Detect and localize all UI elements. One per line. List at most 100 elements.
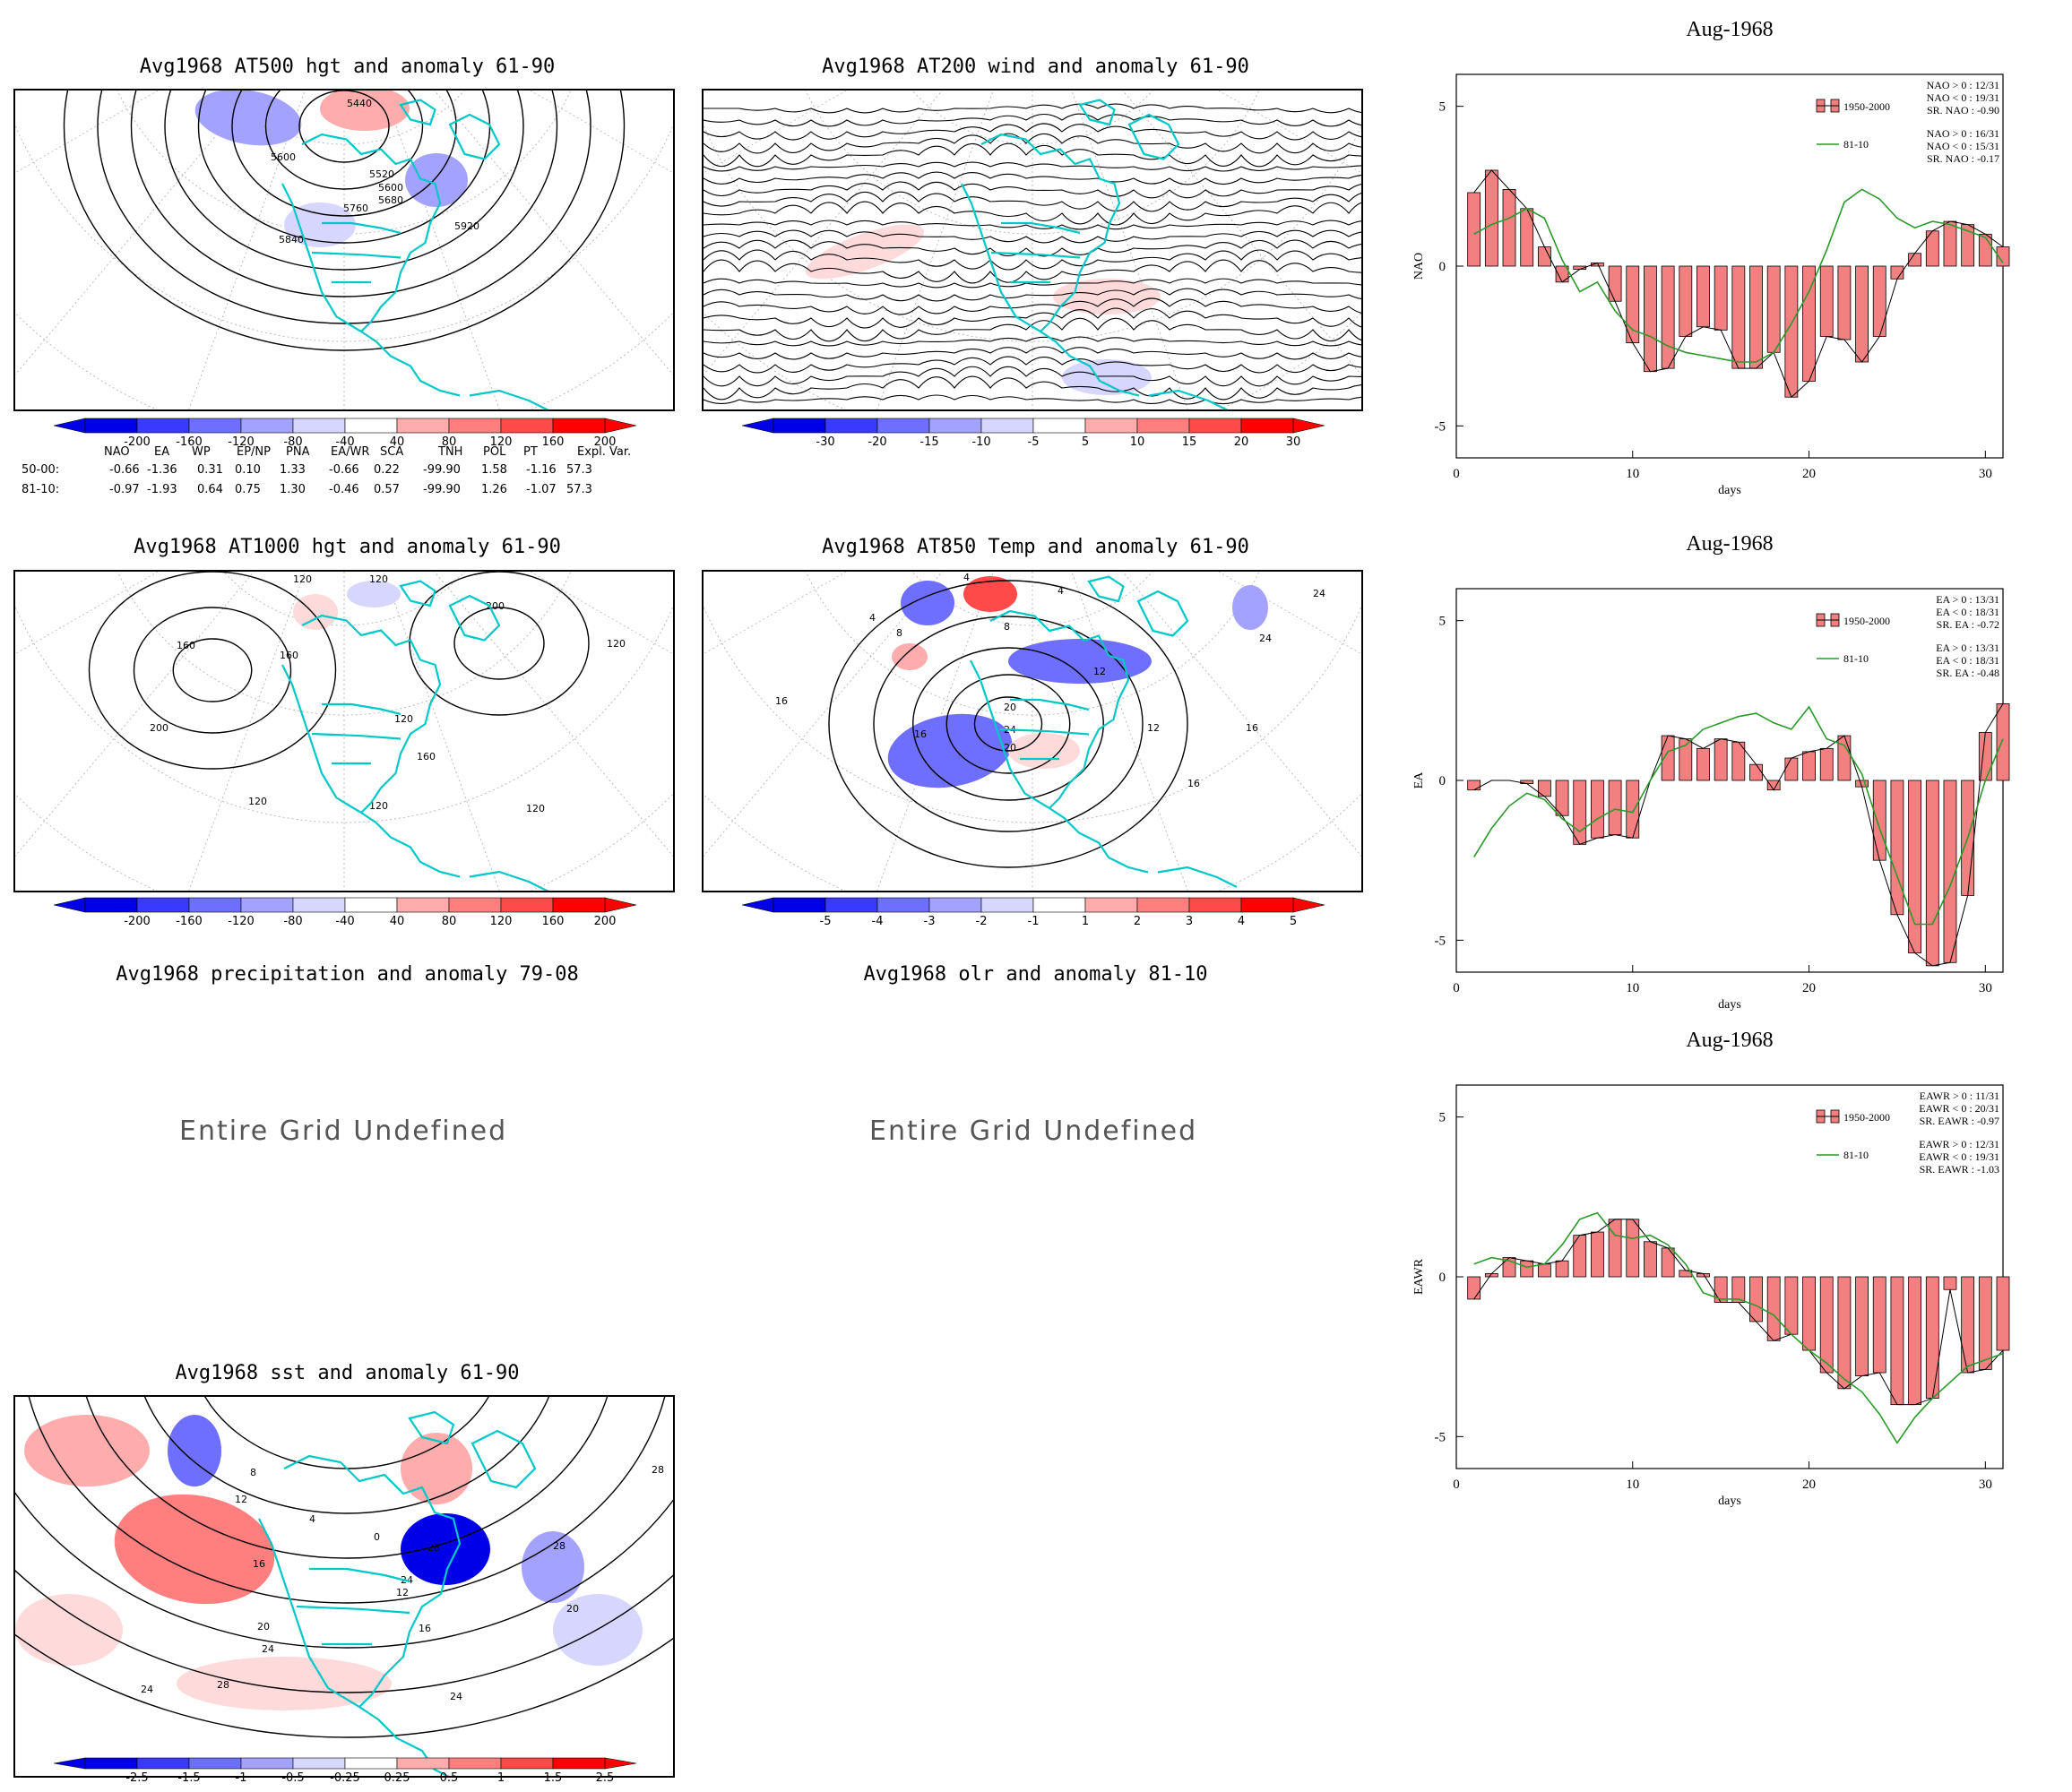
colorbar-tick-label: 10 bbox=[1129, 435, 1145, 449]
colorbar-tick-label: 200 bbox=[593, 435, 617, 449]
map-sst: 12 8 4 0 16 20 24 28 28 24 12 16 20 24 28 24 28 bbox=[13, 1395, 675, 1778]
x-tick-label: 30 bbox=[1979, 981, 1992, 995]
y-tick-label: 5 bbox=[1439, 1111, 1446, 1125]
legend-line-stat: EAWR > 0 : 12/31 bbox=[1919, 1138, 1999, 1150]
colorbar-tick-label: 0.25 bbox=[384, 1771, 410, 1785]
index-table-cell: -1.36 bbox=[147, 463, 177, 477]
bar bbox=[1943, 220, 1957, 267]
chart-title: Aug-1968 bbox=[1686, 532, 1773, 556]
colorbar-tick-label: 2.5 bbox=[595, 1771, 615, 1785]
contour-label: 5920 bbox=[454, 220, 479, 232]
bar bbox=[1855, 1276, 1869, 1376]
colorbar-tick-label: 80 bbox=[441, 915, 457, 928]
bar bbox=[1749, 265, 1763, 369]
contour-label: 16 bbox=[253, 1558, 265, 1570]
colorbar-tick-label: 2 bbox=[1133, 915, 1142, 928]
bar bbox=[1537, 780, 1551, 797]
x-axis-label: days bbox=[1718, 484, 1741, 497]
x-tick-label: 0 bbox=[1453, 981, 1460, 995]
colorbar-segment bbox=[500, 418, 554, 434]
legend-line-label: 81-10 bbox=[1843, 138, 1869, 151]
bar bbox=[1749, 763, 1763, 781]
bar bbox=[1943, 780, 1957, 963]
colorbar-segment bbox=[876, 897, 930, 913]
colorbar-tick-label: -0.5 bbox=[281, 1771, 305, 1785]
colorbar-tick-label: -20 bbox=[868, 435, 887, 449]
colorbar-segment bbox=[136, 418, 190, 434]
negative-anomaly bbox=[522, 1531, 584, 1603]
legend-bar-stat: SR. NAO : -0.90 bbox=[1927, 104, 1999, 116]
contour-lines bbox=[828, 580, 1188, 868]
colorbar-segment bbox=[500, 1757, 554, 1770]
colorbar-tick-label: 20 bbox=[1233, 435, 1249, 449]
bar bbox=[1644, 1241, 1657, 1278]
colorbar-tick-label: 0.5 bbox=[439, 1771, 459, 1785]
colorbar-arrow-left bbox=[741, 897, 774, 913]
colorbar-segment bbox=[84, 897, 138, 913]
colorbar-segment bbox=[448, 897, 502, 913]
colorbar-segment bbox=[552, 897, 606, 913]
bar-outline-line bbox=[1473, 1219, 2004, 1406]
index-table-header: WP bbox=[192, 445, 211, 459]
map-title-w200: Avg1968 AT200 wind and anomaly 61-90 bbox=[822, 56, 1249, 78]
x-axis-label: days bbox=[1718, 998, 1741, 1012]
positive-anomaly bbox=[15, 1594, 123, 1666]
colorbar-hgt-bottom: -200 -160 -120 -80 -40 40 80 120 160 200 bbox=[53, 896, 637, 932]
map-title-z1000: Avg1968 AT1000 hgt and anomaly 61-90 bbox=[134, 536, 561, 558]
bar bbox=[1978, 1276, 1992, 1370]
colorbar-tick-label: -1.5 bbox=[177, 1771, 201, 1785]
colorbar-segment bbox=[552, 418, 606, 434]
bar bbox=[1802, 265, 1816, 382]
map-t850: 4 4 4 8 8 12 16 20 24 12 16 16 16 20 24 24 bbox=[702, 570, 1363, 892]
x-axis-label: days bbox=[1718, 1495, 1741, 1508]
bar bbox=[1784, 757, 1799, 781]
positive-anomaly bbox=[805, 224, 925, 280]
contour-label: 0 bbox=[374, 1531, 380, 1543]
colorbar-tick-label: 120 bbox=[489, 435, 513, 449]
colorbar-segment bbox=[448, 418, 502, 434]
index-table-header: Expl. Var. bbox=[577, 445, 632, 459]
contour-label: 24 bbox=[1259, 633, 1272, 644]
bar bbox=[1467, 780, 1481, 791]
colorbar-tick-label: 30 bbox=[1285, 435, 1301, 449]
y-axis-label: NAO bbox=[1412, 253, 1426, 280]
contour-label: 20 bbox=[1004, 742, 1016, 754]
colorbar-segment bbox=[188, 418, 242, 434]
index-table-header: PT bbox=[523, 445, 538, 459]
legend-bar-stat: NAO < 0 : 19/31 bbox=[1927, 91, 1999, 104]
contour-label: 24 bbox=[141, 1684, 153, 1695]
streamlines bbox=[704, 103, 1361, 405]
y-tick-label: -5 bbox=[1435, 1430, 1446, 1444]
positive-anomaly bbox=[114, 1494, 275, 1605]
bar bbox=[1608, 1219, 1622, 1278]
colorbar-segment bbox=[240, 897, 294, 913]
y-tick-label: 0 bbox=[1439, 774, 1446, 788]
bar bbox=[1890, 1276, 1904, 1406]
positive-anomaly bbox=[963, 576, 1017, 612]
colorbar-segment bbox=[1136, 418, 1190, 434]
index-table-cell: 0.64 bbox=[197, 483, 223, 496]
colorbar-segment bbox=[136, 1757, 190, 1770]
index-table-cell: -0.46 bbox=[329, 483, 359, 496]
colorbar-tick-label: -4 bbox=[871, 915, 884, 928]
contour-label: 12 bbox=[1147, 722, 1160, 734]
bar bbox=[1996, 1276, 2010, 1351]
contour-label: 160 bbox=[417, 751, 436, 762]
colorbar-segment bbox=[980, 418, 1034, 434]
bar bbox=[1978, 233, 1992, 267]
index-table-cell: 0.57 bbox=[374, 483, 400, 496]
teleconnection-index-table: NAO EA WP EP/NP PNA EA/WR SCA TNH POL PT Expl. Var… bbox=[22, 445, 667, 503]
x-tick-label: 20 bbox=[1802, 981, 1816, 995]
colorbar-tick-label: 5 bbox=[1289, 915, 1298, 928]
colorbar-segment bbox=[396, 418, 450, 434]
colorbar-tick-label: -30 bbox=[816, 435, 835, 449]
colorbar-tick-label: -0.25 bbox=[330, 1771, 360, 1785]
colorbar-segment bbox=[1032, 897, 1086, 913]
bar bbox=[1608, 780, 1622, 836]
bar bbox=[1996, 702, 2010, 781]
colorbar-tick-label: -3 bbox=[923, 915, 936, 928]
x-tick-label: 20 bbox=[1802, 1478, 1816, 1492]
colorbar-tick-label: -40 bbox=[335, 435, 355, 449]
contour-label: 20 bbox=[1004, 702, 1016, 713]
